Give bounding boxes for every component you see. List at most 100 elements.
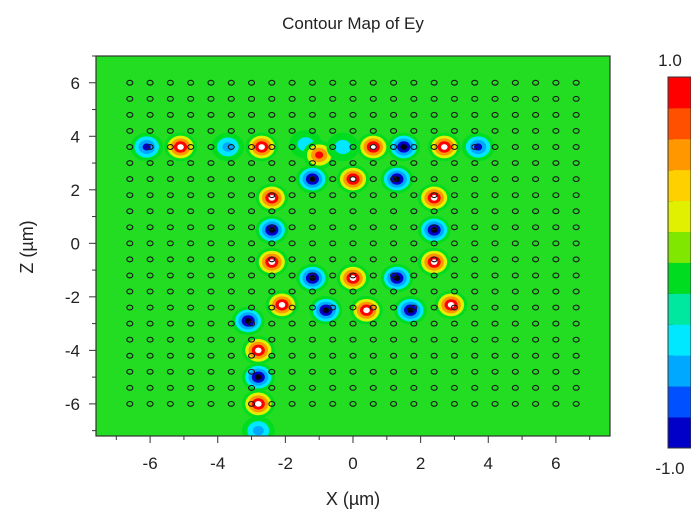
- lattice-hole: [288, 272, 296, 279]
- lattice-hole: [248, 127, 256, 134]
- lattice-hole: [248, 160, 256, 166]
- colorbar-band: [668, 386, 691, 418]
- y-tick-label: 6: [71, 74, 80, 93]
- lattice-hole: [390, 272, 398, 279]
- lattice-hole: [349, 224, 357, 231]
- hotspot-ring: [255, 347, 262, 354]
- lattice-hole: [329, 256, 337, 263]
- lattice-hole: [369, 272, 377, 279]
- field-hotspot: [427, 132, 461, 162]
- lattice-hole: [511, 272, 519, 279]
- lattice-hole: [491, 256, 499, 263]
- lattice-hole: [207, 160, 215, 166]
- lattice-hole: [349, 176, 357, 183]
- lattice-hole: [248, 384, 256, 391]
- lattice-hole: [166, 400, 174, 407]
- lattice-hole: [207, 111, 215, 118]
- lattice-hole: [511, 144, 519, 150]
- lattice-hole: [511, 368, 519, 375]
- lattice-hole: [349, 127, 357, 134]
- lattice-hole: [430, 256, 438, 263]
- lattice-hole: [511, 111, 519, 118]
- lattice-hole: [491, 208, 499, 215]
- lattice-hole: [552, 368, 560, 375]
- colorbar-band: [668, 355, 691, 387]
- lattice-hole: [450, 384, 459, 391]
- lattice-hole: [329, 368, 337, 375]
- lattice-hole: [288, 256, 296, 263]
- lattice-hole: [248, 336, 256, 343]
- lattice-hole: [369, 192, 377, 199]
- lattice-hole: [471, 256, 479, 263]
- lattice-hole: [126, 240, 134, 247]
- lattice-hole: [369, 160, 377, 166]
- lattice-hole: [410, 79, 418, 86]
- lattice-hole: [166, 111, 174, 118]
- lattice-hole: [166, 368, 174, 375]
- field-hotspot: [394, 296, 427, 325]
- lattice-hole: [369, 320, 377, 327]
- lattice-hole: [288, 176, 296, 183]
- lattice-hole: [166, 384, 174, 391]
- lattice-hole: [552, 160, 560, 166]
- lattice-hole: [430, 176, 438, 183]
- lattice-hole: [532, 95, 540, 102]
- lattice-hole: [329, 95, 337, 102]
- lattice-hole: [308, 320, 316, 327]
- lattice-hole: [491, 368, 499, 375]
- lattice-hole: [227, 127, 235, 134]
- lattice-hole: [329, 127, 337, 134]
- lattice-hole: [227, 368, 235, 375]
- lattice-hole: [369, 144, 377, 150]
- lattice-hole: [532, 320, 540, 327]
- lattice-hole: [552, 79, 560, 86]
- lattice-hole: [369, 288, 377, 295]
- lattice-hole: [572, 368, 580, 375]
- lattice-hole: [146, 79, 154, 86]
- lattice-hole: [369, 400, 377, 407]
- lattice-hole: [450, 240, 459, 247]
- lattice-hole: [471, 320, 479, 327]
- x-tick-label: 2: [416, 454, 425, 473]
- field-hotspot: [309, 296, 343, 325]
- lattice-hole: [187, 336, 195, 343]
- lattice-hole: [450, 352, 459, 359]
- lattice-hole: [329, 272, 337, 279]
- lattice-hole: [511, 192, 519, 199]
- lattice-hole: [450, 208, 459, 215]
- colorbar-band: [668, 324, 691, 356]
- lattice-hole: [268, 176, 276, 183]
- lattice-hole: [491, 352, 499, 359]
- hole-lattice: [126, 79, 580, 407]
- lattice-hole: [329, 176, 337, 183]
- lattice-hole: [349, 272, 357, 279]
- lattice-hole: [450, 176, 459, 183]
- lattice-hole: [410, 368, 418, 375]
- lattice-hole: [227, 400, 235, 407]
- lattice-hole: [308, 95, 316, 102]
- lattice-hole: [288, 384, 296, 391]
- colorbar-band: [668, 138, 691, 171]
- lattice-hole: [390, 144, 398, 150]
- lattice-hole: [288, 240, 296, 247]
- colorbar-band: [668, 231, 691, 263]
- lattice-hole: [187, 400, 195, 407]
- lattice-hole: [349, 208, 357, 215]
- lattice-hole: [166, 320, 174, 327]
- lattice-hole: [146, 192, 154, 199]
- lattice-hole: [572, 176, 580, 183]
- hotspot-ring: [252, 425, 264, 436]
- lattice-hole: [207, 256, 215, 263]
- lattice-hole: [126, 95, 134, 102]
- lattice-hole: [329, 304, 337, 311]
- lattice-hole: [471, 208, 479, 215]
- lattice-hole: [450, 400, 459, 407]
- lattice-hole: [329, 111, 337, 118]
- lattice-hole: [450, 95, 459, 102]
- lattice-hole: [511, 224, 519, 231]
- lattice-hole: [572, 95, 580, 102]
- lattice-hole: [126, 368, 134, 375]
- lattice-hole: [248, 176, 256, 183]
- lattice-hole: [268, 224, 276, 231]
